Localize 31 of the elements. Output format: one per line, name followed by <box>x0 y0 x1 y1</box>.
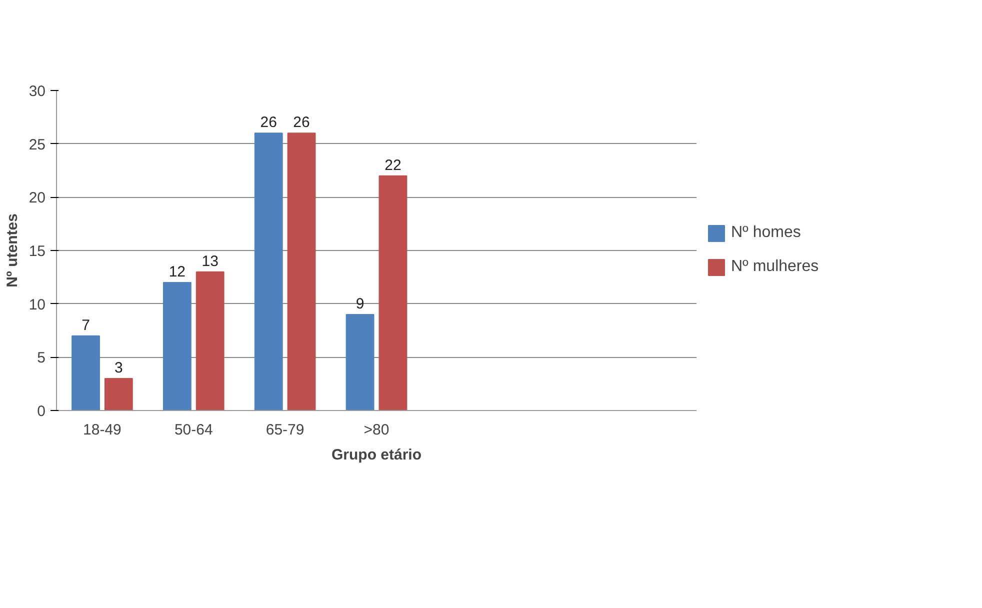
bar <box>162 282 192 410</box>
data-label: 12 <box>168 264 186 280</box>
legend-label: Nº mulheres <box>731 258 819 276</box>
x-axis-title: Grupo etário <box>331 446 422 464</box>
data-label: 7 <box>82 316 90 334</box>
bar <box>254 132 283 410</box>
x-tick-label: 65-79 <box>266 422 304 438</box>
bar <box>346 314 374 410</box>
bar <box>378 175 408 410</box>
y-tick-label: 20 <box>28 190 46 207</box>
bar <box>196 271 224 410</box>
y-tick-label: 30 <box>28 83 46 100</box>
data-label: 22 <box>384 156 402 174</box>
x-tick-label: 50-64 <box>174 422 213 438</box>
x-tick-label: >80 <box>364 422 390 438</box>
bar <box>287 132 316 410</box>
y-axis-title: Nº utentes <box>4 214 21 288</box>
data-label: 3 <box>114 360 123 376</box>
data-label: 26 <box>293 114 310 132</box>
y-tick-label: 5 <box>37 350 46 367</box>
x-tick-label: 18-49 <box>83 422 122 438</box>
y-tick-label: 10 <box>28 296 46 314</box>
bar <box>104 378 133 410</box>
y-tick-label: 15 <box>28 243 46 260</box>
data-label: 13 <box>202 252 218 270</box>
bar <box>72 335 100 410</box>
legend-label: Nº homes <box>731 224 801 242</box>
y-tick-label: 0 <box>37 403 46 420</box>
data-label: 26 <box>260 114 277 132</box>
y-tick-label: 25 <box>28 136 46 154</box>
data-label: 9 <box>356 296 364 312</box>
